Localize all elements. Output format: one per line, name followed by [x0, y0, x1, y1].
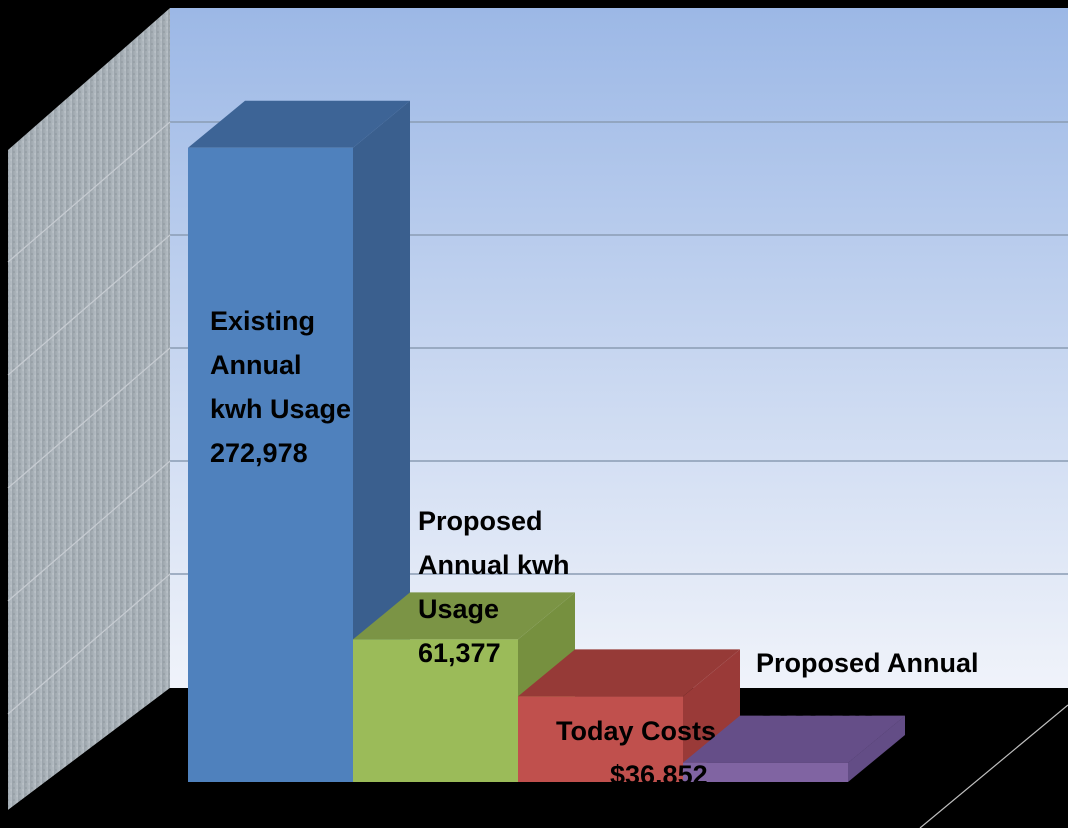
data-label: Existing Annual kwh Usage 272,978	[210, 306, 351, 468]
bar-proposed-cost-front	[683, 762, 848, 782]
bar-today-costs	[518, 649, 740, 782]
bar-proposed-cost-top-overlay	[683, 715, 905, 763]
side-gridline	[7, 460, 171, 602]
data-label-line: Today Costs	[556, 716, 716, 746]
data-label-line: Proposed Annual	[756, 648, 979, 678]
bar-proposed-kwh-front	[353, 639, 518, 782]
data-label-line: 61,377	[418, 638, 501, 668]
bar-existing-kwh-top	[188, 100, 410, 148]
data-label-line: Annual kwh	[418, 550, 570, 580]
data-label-line: $36,852	[610, 760, 708, 790]
data-label-line: kwh Usage	[210, 394, 351, 424]
data-label: Today Costs $36,852	[556, 716, 716, 790]
side-gridline	[7, 121, 171, 263]
bar-proposed-kwh	[353, 592, 575, 782]
bar-proposed-kwh-top	[353, 592, 575, 640]
bar-today-costs-top	[518, 649, 740, 697]
side-gridline	[7, 347, 171, 489]
data-label-line: 272,978	[210, 438, 308, 468]
side-gridline	[7, 573, 171, 715]
label-occluder	[740, 688, 910, 714]
bar-today-costs-front	[518, 696, 683, 782]
data-label-line: Annual	[210, 350, 302, 380]
floor-edge	[919, 704, 1068, 828]
bar-today-costs-side	[683, 649, 740, 782]
data-label-line: Usage	[418, 594, 499, 624]
labels-layer: Existing Annual kwh Usage 272,978 Proposed An…	[210, 306, 979, 790]
bar-proposed-cost-side	[848, 715, 905, 782]
data-label-line: Existing	[210, 306, 315, 336]
data-label: Proposed Annual kwh Usage 61,377	[418, 506, 570, 668]
bars-layer	[188, 100, 905, 782]
side-wall	[8, 8, 170, 810]
bar-existing-kwh-front	[188, 147, 353, 782]
data-label-line: Proposed	[418, 506, 543, 536]
side-gridline	[7, 234, 171, 376]
